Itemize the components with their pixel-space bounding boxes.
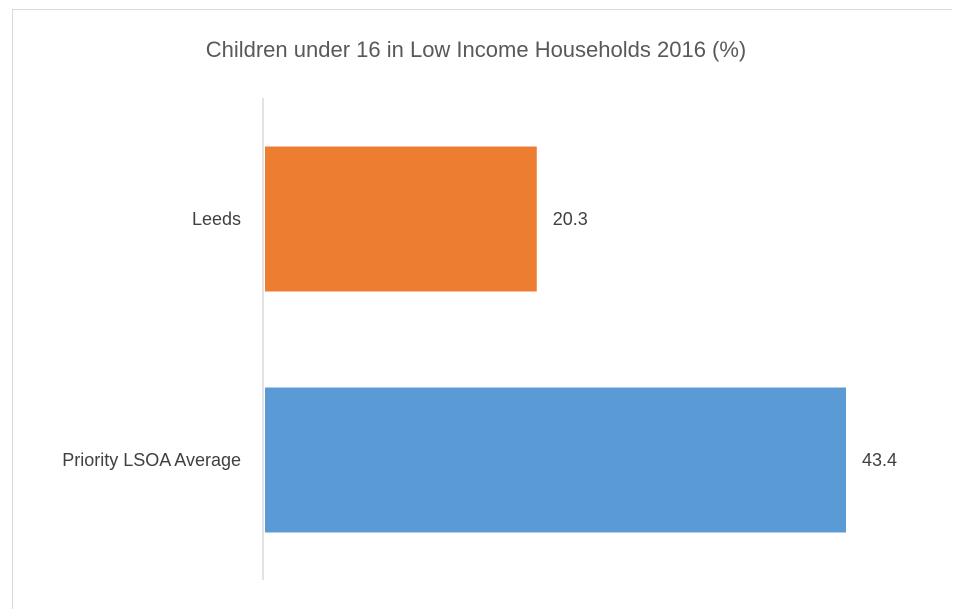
category-label: Leeds: [192, 209, 241, 229]
chart-title: Children under 16 in Low Income Househol…: [206, 37, 747, 62]
bars-group: Leeds 20.3 Priority LSOA Average 43.4: [62, 146, 897, 533]
bar-leeds: [265, 146, 537, 292]
data-label: 43.4: [862, 450, 897, 470]
bar-priority-lsoa-average: [265, 387, 846, 533]
category-label: Priority LSOA Average: [62, 450, 241, 470]
data-label: 20.3: [553, 209, 588, 229]
